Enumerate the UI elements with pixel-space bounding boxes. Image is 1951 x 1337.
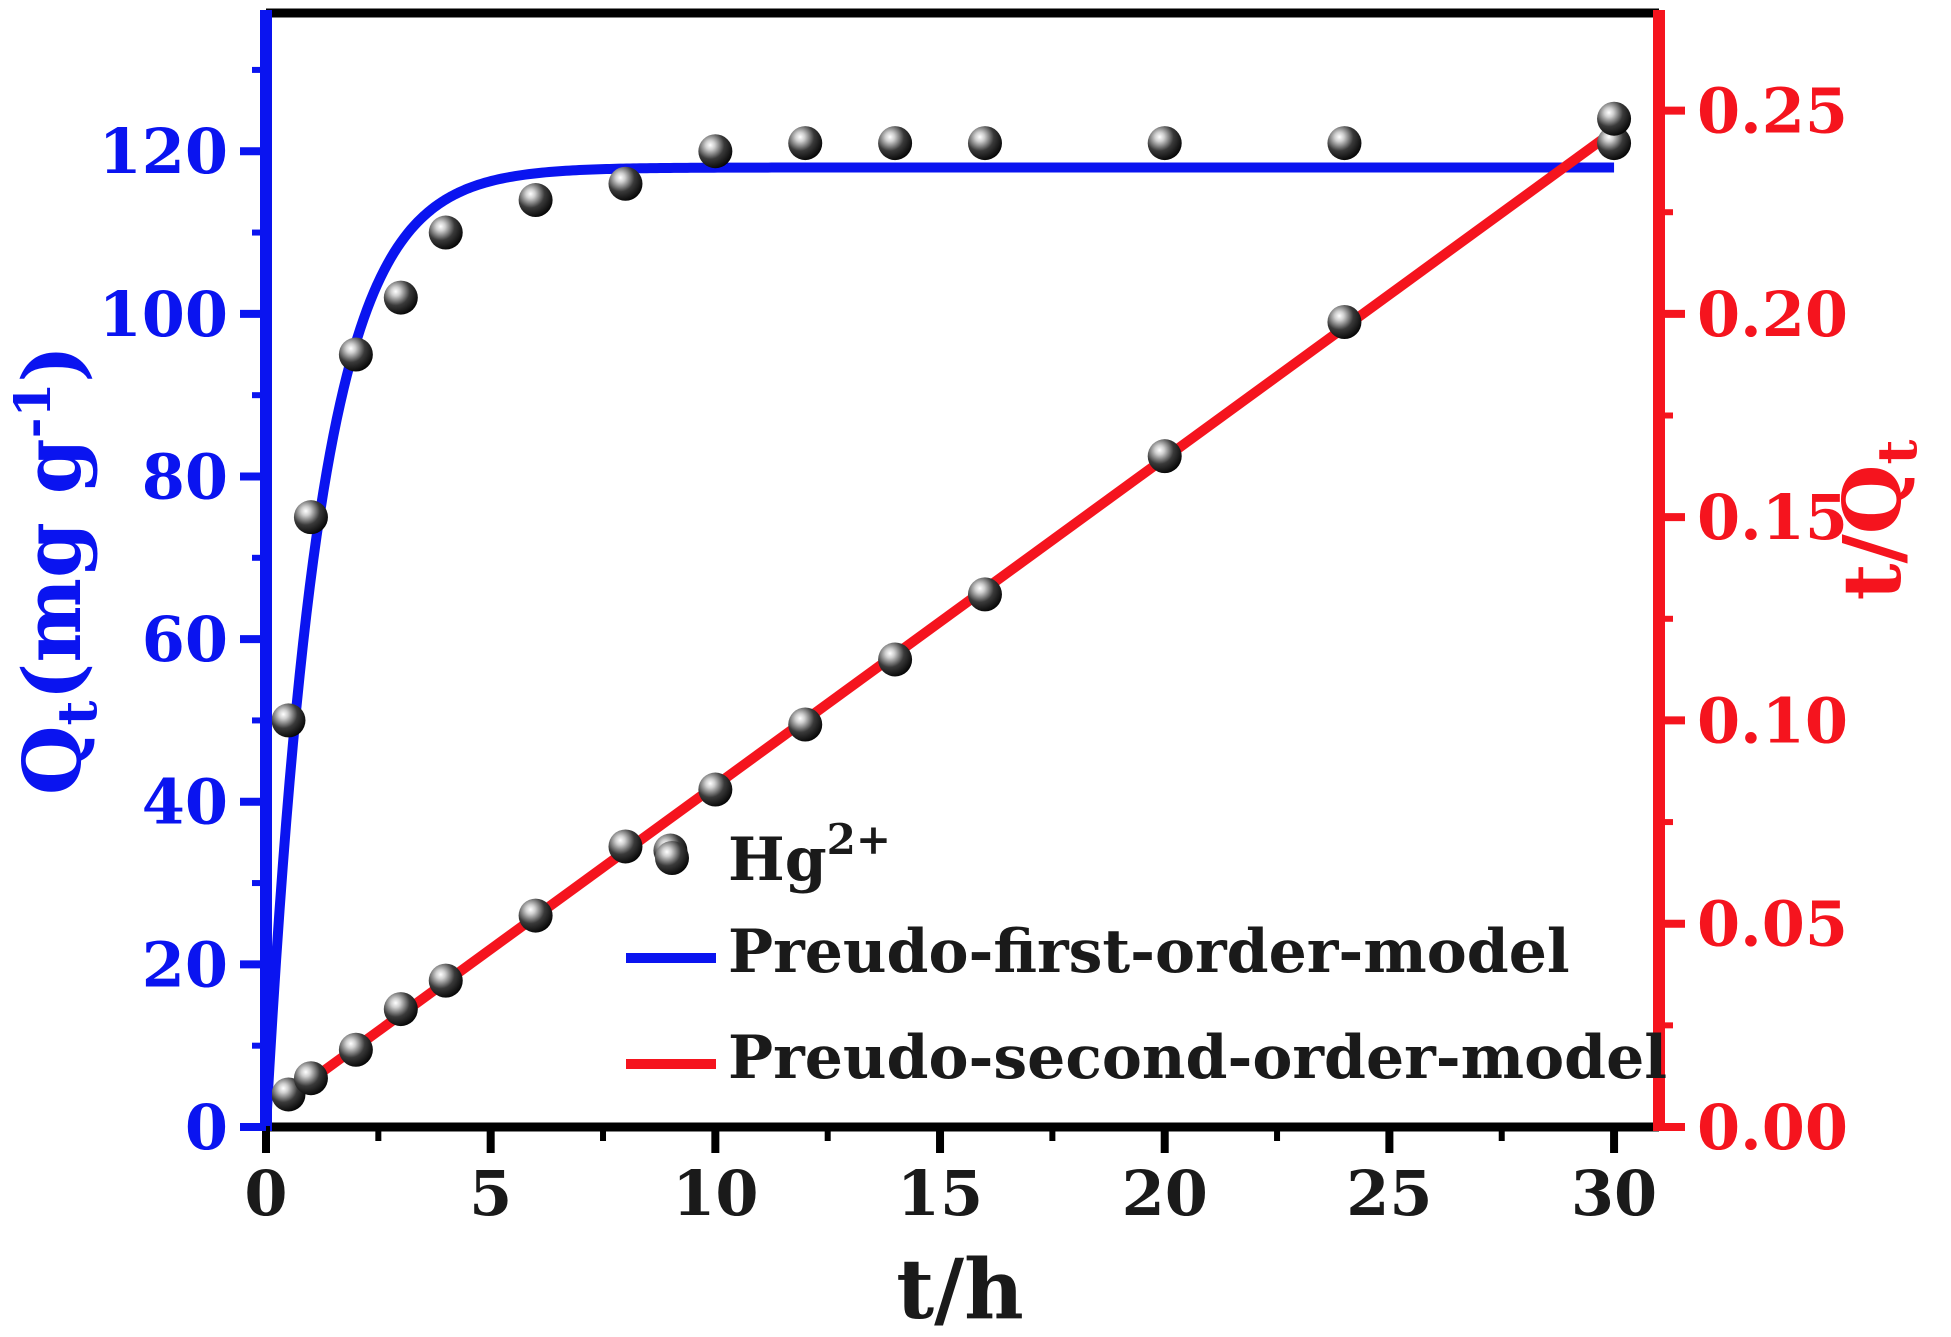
qt-data-point	[1597, 126, 1632, 161]
left-y-tick-label: 80	[142, 440, 228, 513]
right-y-axis-title: t/Qt	[1825, 440, 1929, 601]
qt-data-point	[608, 166, 643, 201]
legend-marker-hg	[655, 841, 689, 875]
left-y-tick-label: 100	[99, 278, 228, 351]
right-y-tick-label: 0.20	[1697, 278, 1848, 351]
left-y-tick-label: 60	[142, 603, 228, 676]
pseudo-first-order-line	[261, 162, 1616, 1128]
qt-data-point	[788, 126, 823, 161]
t-over-qt-data-point	[1597, 101, 1632, 136]
left-y-tick-label: 20	[142, 928, 228, 1001]
qt-data-point	[293, 500, 328, 535]
right-y-tick-label: 0.00	[1697, 1091, 1848, 1164]
qt-data-point	[338, 337, 373, 372]
data-points	[271, 101, 1632, 1112]
left-y-axis-ticks: 0 20 40 60 80 100 120	[99, 66, 266, 1164]
qt-data-point	[967, 126, 1002, 161]
x-tick-label: 30	[1571, 1157, 1657, 1230]
x-tick-label: 25	[1346, 1157, 1432, 1230]
qt-data-point	[1147, 126, 1182, 161]
right-y-tick-label: 0.25	[1697, 75, 1848, 148]
legend-label-first-order: Preudo-first-order-model	[728, 917, 1570, 987]
t-over-qt-data-point	[788, 707, 823, 742]
right-y-tick-label: 0.05	[1697, 888, 1848, 961]
t-over-qt-data-point	[518, 898, 553, 933]
left-y-tick-label: 0	[185, 1091, 228, 1164]
model-lines	[261, 126, 1618, 1128]
qt-data-point	[518, 183, 553, 218]
x-tick-label: 15	[897, 1157, 983, 1230]
t-over-qt-data-point	[1147, 439, 1182, 474]
right-y-tick-label: 0.15	[1697, 481, 1848, 554]
x-tick-label: 5	[469, 1157, 512, 1230]
left-y-tick-label: 120	[99, 115, 228, 188]
t-over-qt-data-point	[608, 829, 643, 864]
right-y-axis-ticks: 0.00 0.05 0.10 0.15 0.20 0.25	[1659, 75, 1848, 1164]
legend-label-second-order: Preudo-second-order-model	[728, 1023, 1667, 1093]
t-over-qt-data-point	[338, 1032, 373, 1067]
left-y-axis-title: Qt(mg g-1)	[3, 345, 109, 795]
x-tick-label: 10	[672, 1157, 758, 1230]
left-y-tick-label: 40	[142, 766, 228, 839]
qt-data-point	[1327, 126, 1362, 161]
right-y-tick-label: 0.10	[1697, 684, 1848, 757]
t-over-qt-data-point	[878, 642, 913, 677]
qt-data-point	[698, 134, 733, 169]
qt-data-point	[878, 126, 913, 161]
qt-data-point	[428, 215, 463, 250]
t-over-qt-data-point	[293, 1061, 328, 1096]
t-over-qt-data-point	[383, 992, 418, 1027]
qt-data-point	[271, 703, 306, 738]
t-over-qt-data-point	[698, 772, 733, 807]
legend: Hg2+ Preudo-first-order-model Preudo-sec…	[626, 815, 1667, 1093]
t-over-qt-data-point	[967, 577, 1002, 612]
x-axis-title: t/h	[896, 1242, 1023, 1337]
legend-label-hg: Hg2+	[728, 815, 891, 895]
x-tick-label: 0	[244, 1157, 287, 1230]
t-over-qt-data-point	[1327, 304, 1362, 339]
qt-data-point	[383, 280, 418, 315]
pseudo-second-order-line	[285, 126, 1618, 1101]
x-axis-ticks: 0 5 10 15 20 25 30	[244, 1126, 1657, 1230]
t-over-qt-data-point	[428, 963, 463, 998]
x-tick-label: 20	[1122, 1157, 1208, 1230]
